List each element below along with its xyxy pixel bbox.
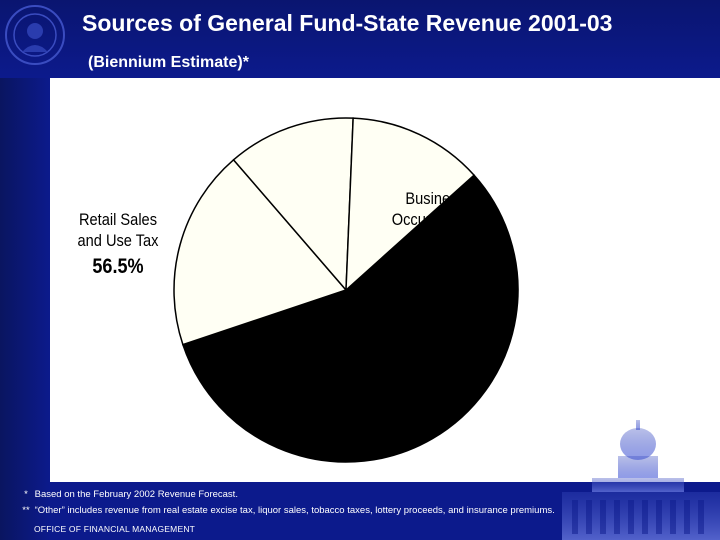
footnote-2-text: “Other” includes revenue from real estat… [34, 505, 555, 516]
slice-name-other: Other** [357, 385, 405, 404]
footnotes: * Based on the February 2002 Revenue For… [20, 487, 660, 519]
slice-value-bo: 18.8% [416, 234, 468, 257]
pie-slice-business-occupation [173, 158, 348, 346]
footnote-1-text: Based on the February 2002 Revenue Forec… [34, 489, 238, 500]
chart-panel: Retail Sales and Use Tax 56.5% Business … [50, 78, 720, 482]
slice-value-property: 12.0% [432, 354, 484, 377]
left-gradient-band [0, 0, 50, 540]
slice-label-property: Property Tax 12.0% [424, 308, 493, 379]
page-subtitle: (Biennium Estimate)* [88, 54, 249, 71]
slice-label-other: Other** 12.7% [342, 384, 419, 434]
slice-name-bo: Business & Occupation Tax [391, 189, 493, 229]
footnote-2-mark: ** [22, 505, 30, 516]
footnote-2: ** “Other” includes revenue from real es… [20, 503, 660, 519]
slice-label-retail: Retail Sales and Use Tax 56.5% [66, 209, 169, 280]
office-name: OFFICE OF FINANCIAL MANAGEMENT [34, 524, 196, 534]
page-title: Sources of General Fund-State Revenue 20… [82, 10, 613, 36]
slice-value-retail: 56.5% [92, 255, 144, 278]
pie-slice-property [232, 117, 354, 292]
slice-value-other: 12.7% [355, 409, 407, 432]
slice-label-bo: Business & Occupation Tax 18.8% [378, 188, 505, 259]
capitol-building-icon [562, 420, 720, 540]
state-seal-icon [5, 5, 65, 65]
header-band [0, 0, 720, 78]
footnote-1: * Based on the February 2002 Revenue For… [20, 487, 660, 503]
pie-chart [173, 117, 519, 463]
pie-slice-other [345, 117, 476, 292]
footnote-1-mark: * [24, 489, 28, 500]
slice-name-retail: Retail Sales and Use Tax [77, 210, 159, 250]
slice-name-property: Property Tax [430, 309, 486, 349]
pie-slice-retail [181, 174, 519, 463]
